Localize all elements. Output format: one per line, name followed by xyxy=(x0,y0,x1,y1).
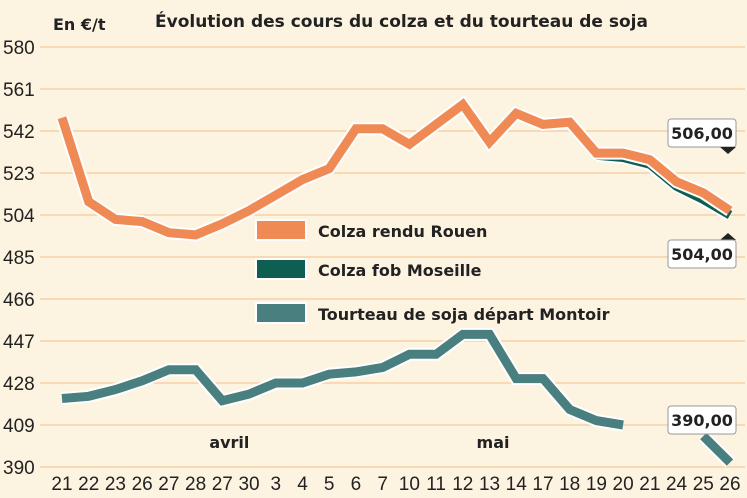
callout-504: 504,00 xyxy=(671,245,733,264)
legend-label-tourteau: Tourteau de soja départ Montoir xyxy=(318,305,610,324)
x-tick-17: 14 xyxy=(506,474,528,495)
x-tick-21: 20 xyxy=(613,474,634,495)
y-tick-561: 561 xyxy=(3,80,35,101)
x-tick-10: 5 xyxy=(324,474,335,495)
y-tick-504: 504 xyxy=(3,206,35,227)
chart-title: Évolution des cours du colza et du tourt… xyxy=(155,10,648,32)
x-tick-6: 27 xyxy=(212,474,233,495)
x-tick-11: 6 xyxy=(351,474,362,495)
y-tick-523: 523 xyxy=(3,164,35,185)
series-2-line-1 xyxy=(700,432,734,466)
month-labels: avril mai xyxy=(209,433,509,452)
x-tick-7: 30 xyxy=(238,474,259,495)
x-tick-2: 23 xyxy=(105,474,126,495)
x-tick-20: 19 xyxy=(586,474,607,495)
series-lines xyxy=(55,95,735,468)
month-label-0: avril xyxy=(209,433,249,452)
callout-pointer-504 xyxy=(720,233,736,240)
legend-label-colza-moselle: Colza fob Moseille xyxy=(318,261,482,280)
month-label-1: mai xyxy=(477,433,510,452)
x-tick-3: 26 xyxy=(132,474,153,495)
x-tick-15: 12 xyxy=(452,474,473,495)
callout-box-390 xyxy=(667,405,737,435)
callout-pointer-506 xyxy=(720,147,736,154)
y-tick-485: 485 xyxy=(3,248,35,269)
x-tick-18: 17 xyxy=(532,474,553,495)
series-0-line-0 xyxy=(57,98,733,240)
series-2 xyxy=(61,327,735,468)
legend-label-colza-rouen: Colza rendu Rouen xyxy=(318,222,487,241)
value-callouts: 506,00 504,00 390,00 xyxy=(667,118,737,435)
x-tick-5: 28 xyxy=(185,474,206,495)
x-tick-19: 18 xyxy=(559,474,580,495)
y-tick-466: 466 xyxy=(3,290,35,311)
x-tick-12: 7 xyxy=(377,474,388,495)
x-tick-25: 26 xyxy=(719,474,740,495)
callout-506: 506,00 xyxy=(671,124,733,143)
legend-swatch-colza-moselle xyxy=(255,258,307,280)
series-2-line-0 xyxy=(61,329,624,430)
legend-swatch-colza-rouen xyxy=(255,219,307,241)
callout-390: 390,00 xyxy=(671,411,733,430)
x-tick-0: 21 xyxy=(51,474,72,495)
x-tick-1: 22 xyxy=(78,474,99,495)
y-tick-428: 428 xyxy=(3,374,35,395)
series-0 xyxy=(55,95,734,242)
legend-swatch-tourteau xyxy=(255,302,307,324)
y-tick-580: 580 xyxy=(3,38,35,59)
x-tick-labels: 21 22 23 26 27 28 27 30 3 4 5 6 7 10 11 12 13 14 17 18 19 20 2… xyxy=(51,474,740,495)
y-axis-label: En €/t xyxy=(53,15,106,34)
y-tick-labels: 390 409 428 447 466 485 504 523 542 561 580 xyxy=(3,38,35,479)
callout-box-504 xyxy=(667,239,737,269)
callout-box-506 xyxy=(667,118,737,148)
y-tick-447: 447 xyxy=(3,332,35,353)
y-tick-390: 390 xyxy=(3,458,35,479)
x-tick-22: 21 xyxy=(639,474,660,495)
x-tick-13: 10 xyxy=(399,474,420,495)
x-tick-9: 4 xyxy=(297,474,308,495)
y-tick-409: 409 xyxy=(3,416,35,437)
y-tick-542: 542 xyxy=(3,122,35,143)
x-tick-4: 27 xyxy=(158,474,179,495)
x-tick-24: 25 xyxy=(693,474,714,495)
x-tick-8: 3 xyxy=(270,474,281,495)
legend: Colza rendu Rouen Colza fob Moseille Tou… xyxy=(255,219,610,324)
x-tick-16: 13 xyxy=(479,474,500,495)
x-tick-23: 24 xyxy=(666,474,688,495)
x-tick-14: 11 xyxy=(426,474,446,495)
